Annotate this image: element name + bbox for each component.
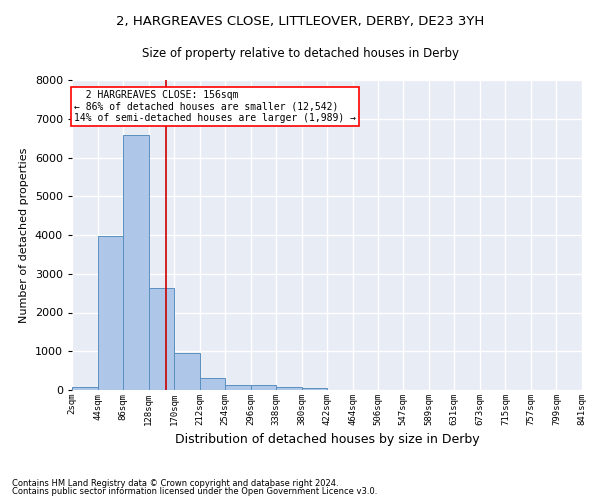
Bar xyxy=(276,387,302,390)
Text: Size of property relative to detached houses in Derby: Size of property relative to detached ho… xyxy=(142,48,458,60)
Text: Contains public sector information licensed under the Open Government Licence v3: Contains public sector information licen… xyxy=(12,487,377,496)
Bar xyxy=(302,388,328,390)
Bar xyxy=(123,135,149,390)
Bar xyxy=(251,386,276,390)
Bar xyxy=(200,378,225,390)
Bar xyxy=(72,387,98,390)
Bar xyxy=(174,353,200,390)
Text: 2, HARGREAVES CLOSE, LITTLEOVER, DERBY, DE23 3YH: 2, HARGREAVES CLOSE, LITTLEOVER, DERBY, … xyxy=(116,15,484,28)
Text: 2 HARGREAVES CLOSE: 156sqm
← 86% of detached houses are smaller (12,542)
14% of : 2 HARGREAVES CLOSE: 156sqm ← 86% of deta… xyxy=(74,90,356,123)
Bar xyxy=(225,385,251,390)
X-axis label: Distribution of detached houses by size in Derby: Distribution of detached houses by size … xyxy=(175,434,479,446)
Text: Contains HM Land Registry data © Crown copyright and database right 2024.: Contains HM Land Registry data © Crown c… xyxy=(12,478,338,488)
Y-axis label: Number of detached properties: Number of detached properties xyxy=(19,148,29,322)
Bar xyxy=(149,288,174,390)
Bar xyxy=(98,236,123,390)
